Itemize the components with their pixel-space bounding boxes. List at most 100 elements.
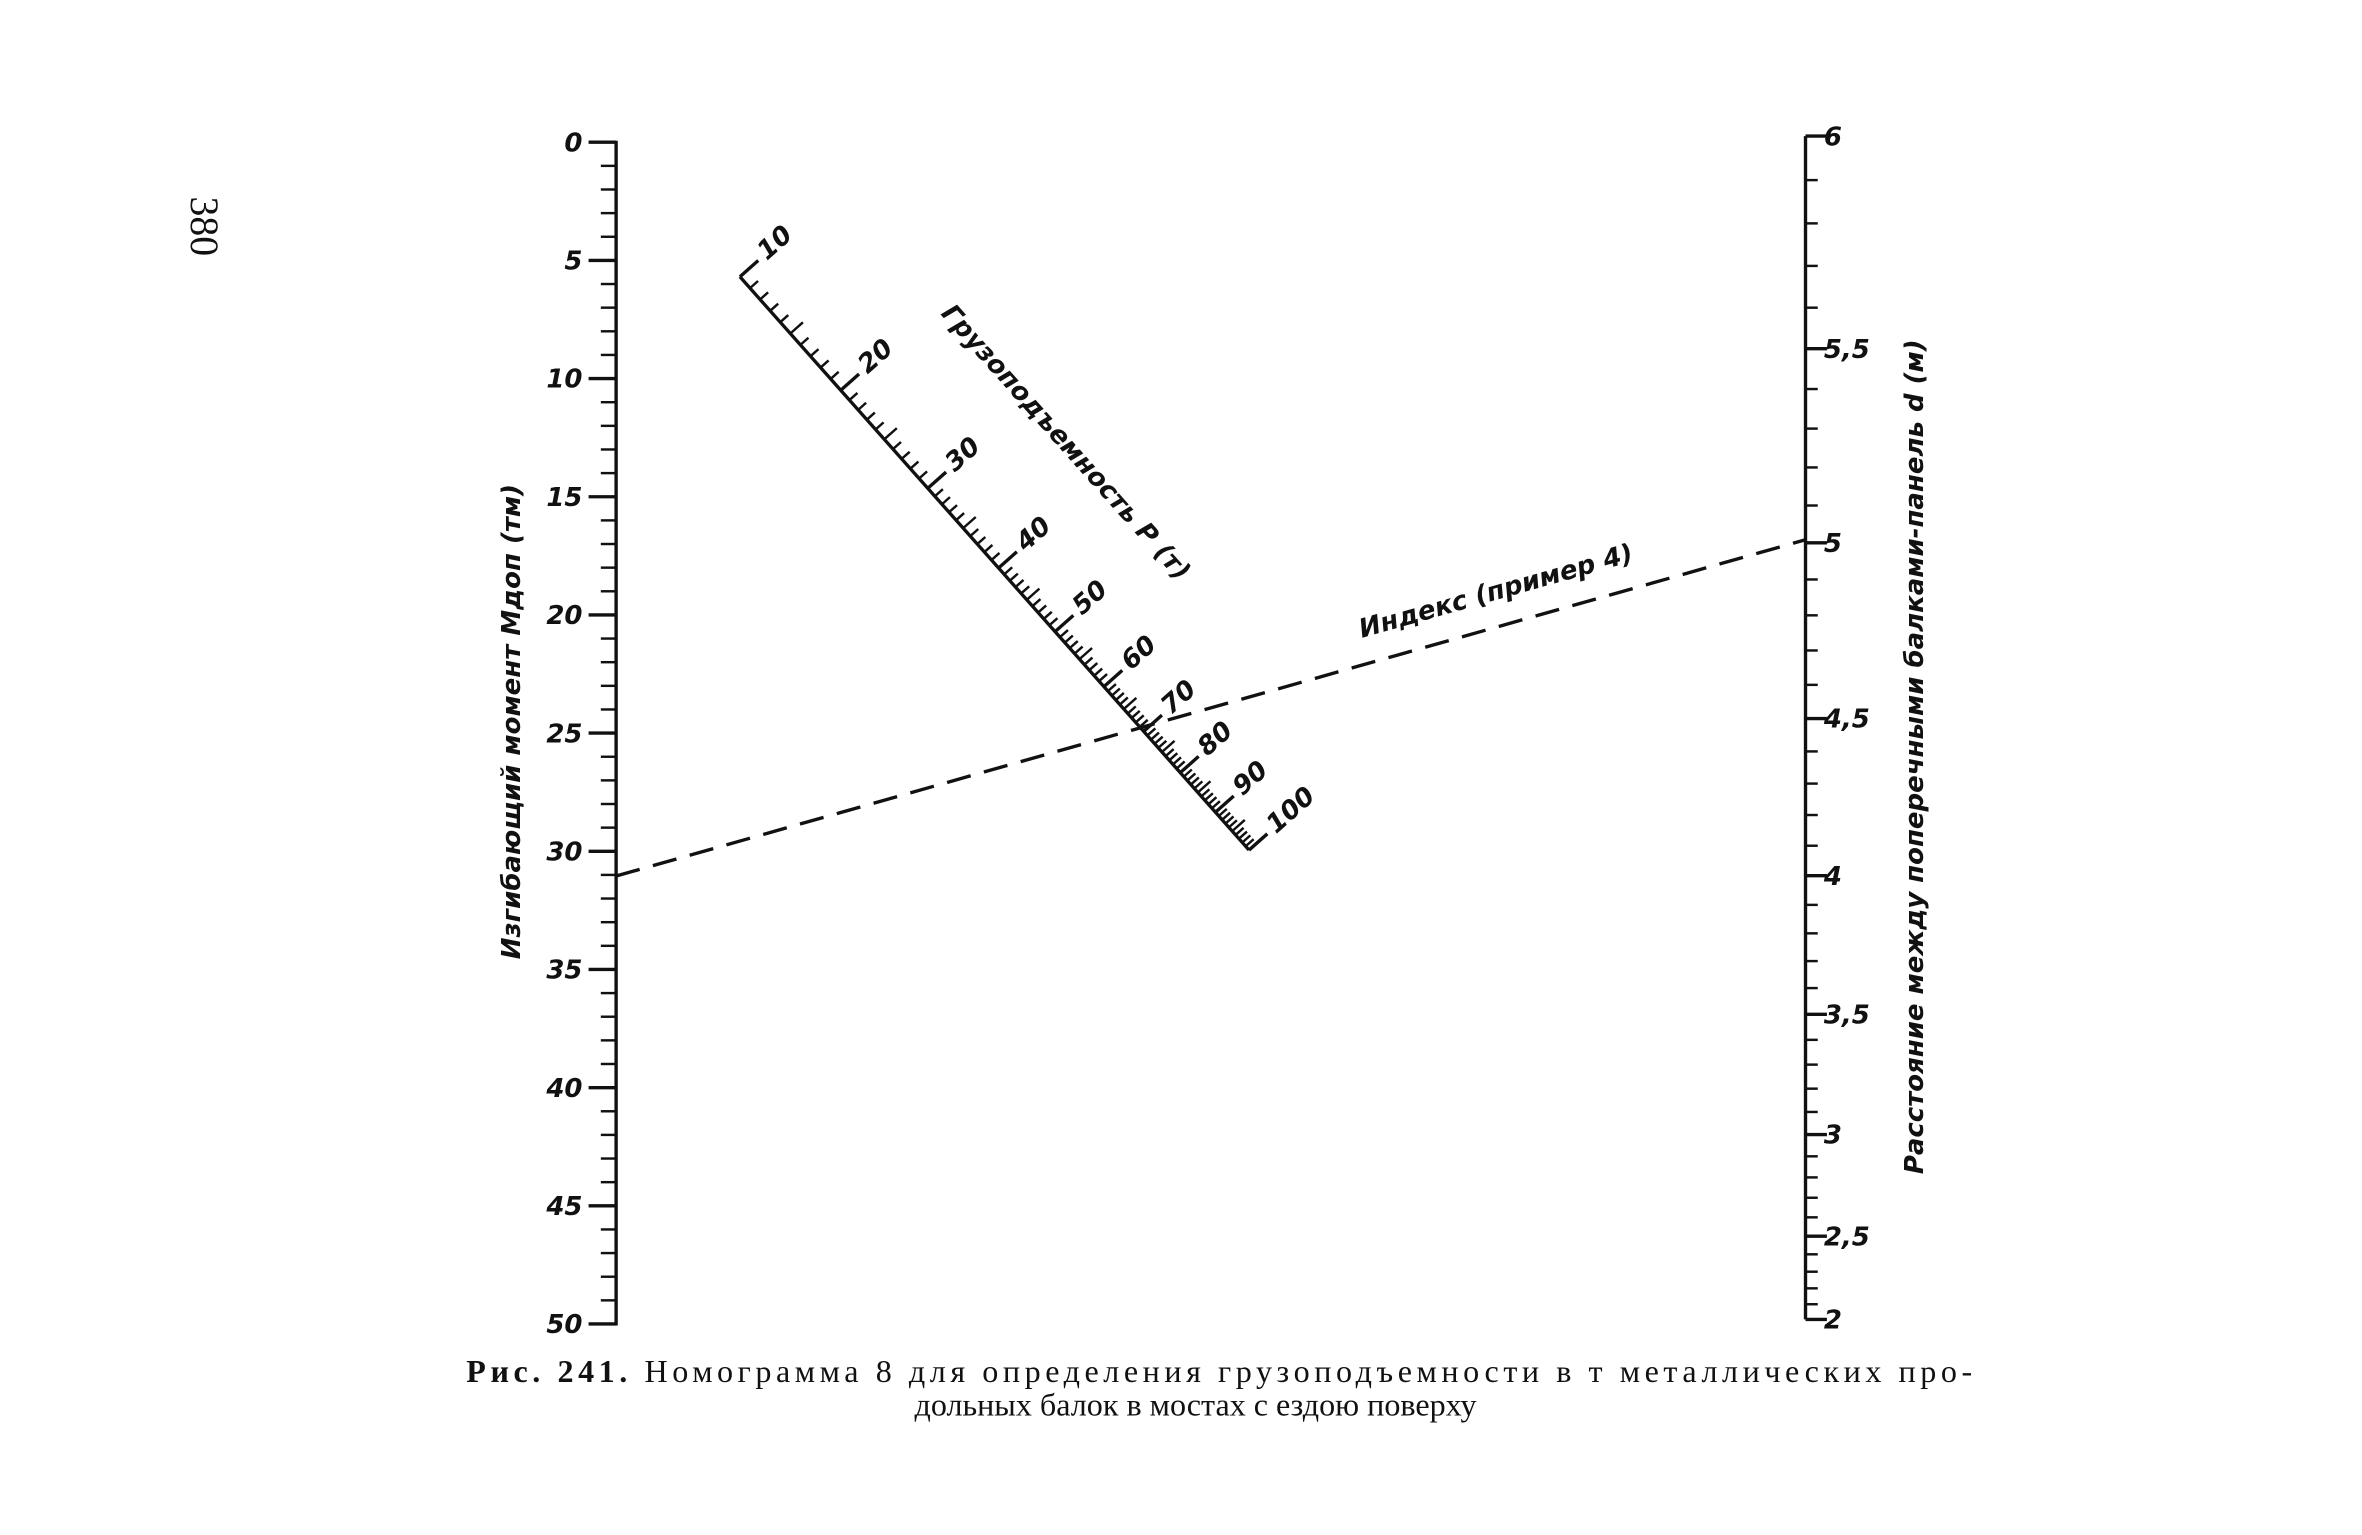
middle-minor-tick xyxy=(1003,566,1014,576)
middle-major-tick xyxy=(1102,669,1124,688)
middle-minor-tick xyxy=(1207,796,1218,806)
middle-minor-tick xyxy=(779,314,790,324)
middle-tick-label: 100 xyxy=(1261,781,1321,839)
middle-tick-label: 20 xyxy=(852,333,899,379)
middle-minor-tick xyxy=(976,536,987,545)
middle-minor-tick xyxy=(759,291,769,301)
middle-minor-tick xyxy=(1048,617,1059,627)
middle-minor-tick xyxy=(941,496,951,506)
middle-minor-tick xyxy=(749,280,759,290)
middle-minor-tick xyxy=(866,411,876,421)
middle-minor-tick xyxy=(1193,780,1204,790)
middle-minor-tick xyxy=(1083,656,1094,666)
middle-minor-tick xyxy=(1088,662,1099,672)
middle-minor-tick xyxy=(1130,709,1141,719)
middle-minor-tick xyxy=(1059,629,1069,639)
caption-line-1: Рис. 241. Номограмма 8 для определения г… xyxy=(466,1353,1972,1389)
middle-minor-tick xyxy=(1078,647,1093,661)
right-tick-label: 3 xyxy=(1824,1121,1842,1151)
middle-tick-label: 30 xyxy=(939,431,986,477)
middle-minor-tick xyxy=(1197,780,1212,794)
middle-scale-line xyxy=(738,275,1251,852)
middle-tick-label: 70 xyxy=(1155,674,1202,720)
right-tick-label: 6 xyxy=(1824,122,1842,152)
middle-minor-tick xyxy=(1200,788,1211,798)
right-tick-label: 2,5 xyxy=(1824,1222,1870,1252)
page-number: 380 xyxy=(182,196,226,256)
middle-minor-tick xyxy=(1064,634,1074,644)
middle-major-tick xyxy=(1214,794,1235,814)
middle-major-tick xyxy=(997,550,1018,570)
middle-minor-tick xyxy=(883,427,898,441)
middle-minor-tick xyxy=(1231,819,1246,833)
middle-tick-label: 80 xyxy=(1192,716,1239,762)
middle-minor-tick xyxy=(1098,673,1108,683)
middle-minor-tick xyxy=(1020,585,1030,595)
middle-minor-tick xyxy=(983,544,994,553)
middle-major-tick xyxy=(738,259,760,279)
left-tick-label: 0 xyxy=(564,128,582,158)
figure-number: Рис. 241. xyxy=(466,1353,627,1389)
middle-tick-label: 40 xyxy=(1009,511,1057,558)
left-tick-label: 35 xyxy=(546,956,582,986)
middle-minor-tick xyxy=(1122,696,1138,710)
middle-minor-tick xyxy=(1093,667,1103,677)
middle-minor-tick xyxy=(1161,739,1176,753)
middle-minor-tick xyxy=(918,470,928,480)
middle-minor-tick xyxy=(1211,800,1221,810)
middle-minor-tick xyxy=(1190,776,1200,786)
middle-minor-tick xyxy=(1244,838,1255,848)
left-tick-label: 50 xyxy=(546,1310,582,1340)
right-axis-title: Расстояние между поперечными балками-пан… xyxy=(1900,339,1930,1174)
middle-minor-tick xyxy=(1138,718,1149,728)
middle-minor-tick xyxy=(819,359,830,369)
middle-minor-tick xyxy=(1068,640,1079,650)
middle-minor-tick xyxy=(1164,748,1175,758)
middle-minor-tick xyxy=(955,512,965,522)
middle-minor-tick xyxy=(1009,572,1019,582)
middle-minor-tick xyxy=(1115,692,1125,701)
left-axis-title: Изгибающий момент Mдоп (тм) xyxy=(497,484,527,959)
middle-minor-tick xyxy=(1031,598,1042,608)
index-line xyxy=(615,538,1806,878)
middle-minor-tick xyxy=(1150,731,1160,741)
middle-minor-tick xyxy=(1238,830,1248,840)
middle-minor-tick xyxy=(848,392,859,401)
middle-minor-tick xyxy=(892,441,902,451)
right-tick-label: 5 xyxy=(1824,529,1842,559)
middle-minor-tick xyxy=(789,321,804,335)
middle-minor-tick xyxy=(900,450,911,460)
middle-minor-tick xyxy=(809,348,820,358)
middle-minor-tick xyxy=(1228,819,1238,829)
caption-text: Номограмма 8 для определения грузоподъем… xyxy=(644,1353,1972,1389)
middle-minor-tick xyxy=(1186,772,1197,782)
right-tick-label: 4,5 xyxy=(1823,705,1870,735)
middle-minor-tick xyxy=(799,336,810,346)
middle-tick-label: 90 xyxy=(1227,755,1274,801)
middle-tick-label: 60 xyxy=(1116,630,1163,676)
middle-major-tick xyxy=(1142,713,1164,733)
middle-minor-tick xyxy=(969,528,980,538)
middle-minor-tick xyxy=(1217,807,1228,817)
left-tick-label: 15 xyxy=(546,483,582,513)
middle-minor-tick xyxy=(948,504,958,514)
middle-minor-tick xyxy=(769,302,779,312)
caption-line-2: дольных балок в мостах с ездою поверху xyxy=(915,1387,1477,1423)
middle-minor-tick xyxy=(1014,579,1025,588)
middle-major-tick xyxy=(1053,614,1075,633)
middle-minor-tick xyxy=(1073,645,1084,655)
middle-minor-tick xyxy=(934,488,944,498)
middle-minor-tick xyxy=(1107,683,1117,693)
middle-minor-tick xyxy=(1042,610,1053,620)
right-tick-label: 4 xyxy=(1823,862,1842,892)
middle-minor-tick xyxy=(909,460,920,470)
middle-minor-tick xyxy=(1119,696,1129,706)
middle-major-tick xyxy=(1247,832,1269,852)
middle-minor-tick xyxy=(1037,604,1047,614)
middle-minor-tick xyxy=(874,421,885,431)
left-tick-label: 5 xyxy=(564,247,582,277)
middle-minor-tick xyxy=(1168,752,1179,762)
left-tick-label: 25 xyxy=(546,719,582,749)
middle-minor-tick xyxy=(1126,705,1137,715)
